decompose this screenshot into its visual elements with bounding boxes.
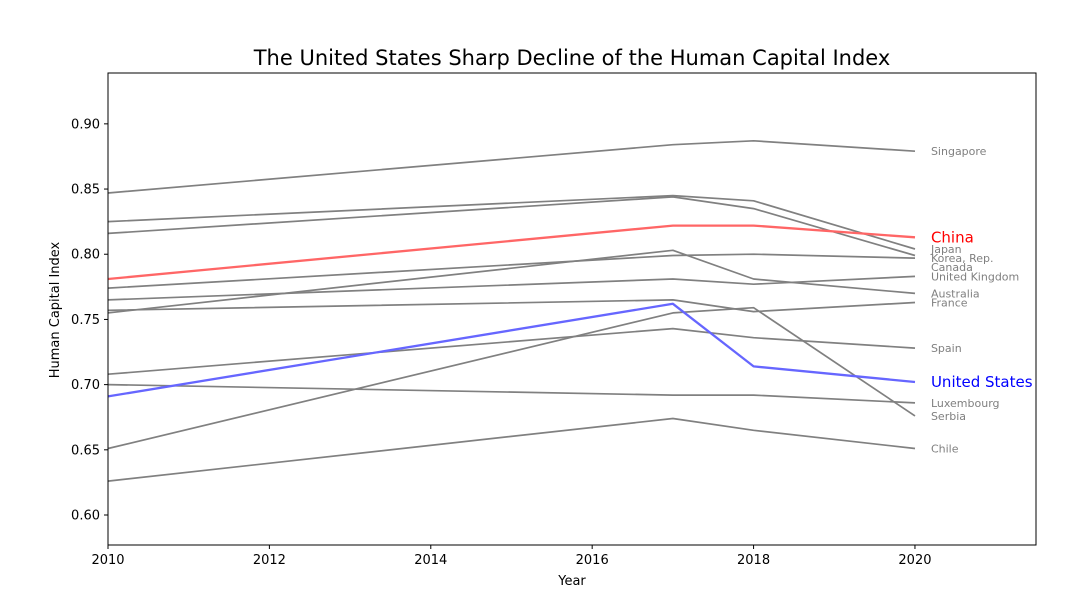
- series-label-spain: Spain: [931, 342, 962, 355]
- series-line-japan: [107, 194, 916, 250]
- series-label-serbia: Serbia: [931, 410, 966, 423]
- y-tick-label: 0.75: [71, 313, 100, 328]
- series-label-france: France: [931, 296, 968, 309]
- series-label-australia: Australia: [931, 287, 980, 300]
- y-tick-label: 0.85: [71, 183, 100, 198]
- y-tick-label: 0.90: [71, 117, 100, 132]
- x-tick-label: 2012: [253, 553, 286, 568]
- series-line-united-states: [107, 302, 916, 398]
- series-line-serbia: [107, 306, 916, 450]
- y-tick-label: 0.65: [71, 443, 100, 458]
- y-tick-label: 0.70: [71, 378, 100, 393]
- series-line-singapore: [107, 139, 916, 194]
- series-label-luxembourg: Luxembourg: [931, 397, 1000, 410]
- series-line-chile: [107, 417, 916, 482]
- series-label-singapore: Singapore: [931, 145, 987, 158]
- y-axis-ticks: 0.60 0.65 0.70 0.75 0.80 0.85 0.90: [71, 117, 108, 524]
- series-line-china: [107, 224, 916, 281]
- series-line-luxembourg: [107, 383, 916, 404]
- x-tick-label: 2010: [91, 553, 124, 568]
- plot-lines: [107, 139, 916, 482]
- series-label-united-states: United States: [931, 373, 1033, 391]
- series-line-spain: [107, 327, 916, 376]
- series-line-united-kingdom: [107, 275, 916, 301]
- x-axis-ticks: 2010 2012 2014 2016 2018 2020: [91, 545, 932, 568]
- chart-title: The United States Sharp Decline of the H…: [253, 46, 891, 70]
- x-axis-label: Year: [557, 574, 586, 589]
- x-tick-label: 2016: [576, 553, 609, 568]
- series-line-korea-rep: [107, 196, 916, 257]
- series-label-japan: Japan: [930, 243, 962, 256]
- series-label-united-kingdom: United Kingdom: [931, 270, 1019, 283]
- plot-area-frame: [107, 72, 1037, 546]
- series-label-china: China: [931, 228, 974, 246]
- x-tick-label: 2018: [737, 553, 770, 568]
- series-line-canada: [107, 253, 916, 289]
- y-tick-label: 0.60: [71, 509, 100, 524]
- series-label-canada: Canada: [931, 261, 973, 274]
- x-tick-label: 2020: [898, 553, 931, 568]
- y-axis-label: Human Capital Index: [48, 241, 63, 378]
- y-tick-label: 0.80: [71, 248, 100, 263]
- series-line-france: [107, 299, 916, 313]
- x-tick-label: 2014: [414, 553, 447, 568]
- series-label-chile: Chile: [931, 443, 959, 456]
- series-label-korea-rep: Korea, Rep.: [931, 252, 994, 265]
- series-line-australia: [107, 249, 916, 314]
